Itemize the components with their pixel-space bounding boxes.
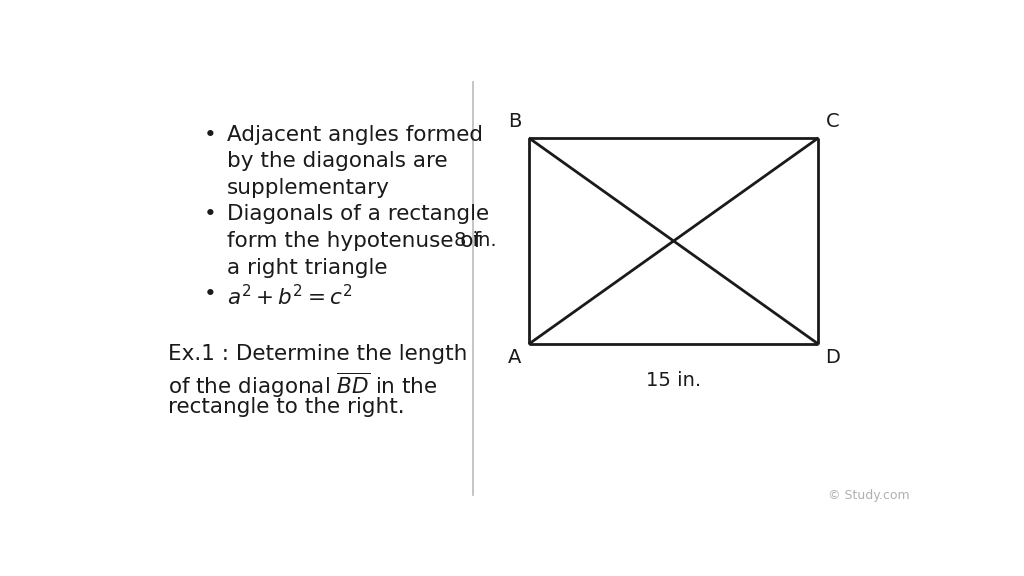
Text: C: C [825,112,840,131]
Text: a right triangle: a right triangle [227,257,388,278]
Text: 15 in.: 15 in. [646,371,701,390]
Text: A: A [508,348,521,367]
Text: •: • [204,204,216,225]
Text: form the hypotenuse of: form the hypotenuse of [227,231,481,251]
Text: $a^2 + b^2 = c^2$: $a^2 + b^2 = c^2$ [227,284,352,309]
Text: rectangle to the right.: rectangle to the right. [168,397,404,418]
Text: •: • [204,284,216,304]
Text: supplementary: supplementary [227,178,390,198]
Text: Adjacent angles formed: Adjacent angles formed [227,124,483,145]
Text: Diagonals of a rectangle: Diagonals of a rectangle [227,204,489,225]
Text: B: B [508,112,521,131]
Text: by the diagonals are: by the diagonals are [227,151,447,171]
Text: Ex.1 : Determine the length: Ex.1 : Determine the length [168,344,467,364]
Text: of the diagonal $\overline{BD}$ in the: of the diagonal $\overline{BD}$ in the [168,371,437,400]
Text: D: D [825,348,841,367]
Text: •: • [204,124,216,145]
Text: 8 in.: 8 in. [455,232,497,251]
Text: © Study.com: © Study.com [828,488,909,502]
